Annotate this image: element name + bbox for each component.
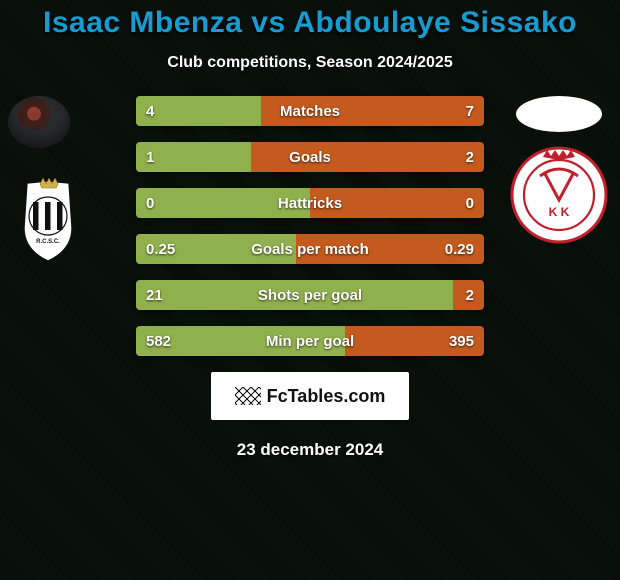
fctables-logo-text: FcTables.com xyxy=(267,386,386,407)
stat-bars: 4Matches7 1Goals2 0Hattricks0 0.25Goals per… xyxy=(136,96,484,356)
stat-value-right: 2 xyxy=(466,142,474,172)
stat-label: Shots per goal xyxy=(136,280,484,310)
player1-club-badge: R.C.S.C. xyxy=(18,178,78,264)
stat-row: 21Shots per goal2 xyxy=(136,280,484,310)
subtitle: Club competitions, Season 2024/2025 xyxy=(0,54,620,72)
fctables-logo: FcTables.com xyxy=(211,372,409,420)
stat-row: 4Matches7 xyxy=(136,96,484,126)
stat-value-right: 7 xyxy=(466,96,474,126)
stat-row: 0.25Goals per match0.29 xyxy=(136,234,484,264)
player2-name: Abdoulaye Sissako xyxy=(293,6,577,39)
stat-label: Matches xyxy=(136,96,484,126)
stat-row: 1Goals2 xyxy=(136,142,484,172)
player1-name: Isaac Mbenza xyxy=(43,6,242,39)
player2-avatar-placeholder xyxy=(516,96,602,132)
page-title: Isaac Mbenza vs Abdoulaye Sissako xyxy=(0,0,620,40)
date-text: 23 december 2024 xyxy=(0,440,620,460)
stat-row: 0Hattricks0 xyxy=(136,188,484,218)
vs-text: vs xyxy=(242,6,293,39)
player2-club-badge: K K xyxy=(510,146,608,244)
stat-row: 582Min per goal395 xyxy=(136,326,484,356)
stat-label: Goals per match xyxy=(136,234,484,264)
stat-label: Min per goal xyxy=(136,326,484,356)
fctables-logo-icon xyxy=(235,387,261,405)
stat-label: Goals xyxy=(136,142,484,172)
player1-avatar xyxy=(8,96,70,148)
svg-text:R.C.S.C.: R.C.S.C. xyxy=(36,239,60,245)
svg-text:K K: K K xyxy=(549,205,570,219)
stat-value-right: 0.29 xyxy=(445,234,474,264)
comparison-content: R.C.S.C. K K 4Matches71Goals20Hattricks0… xyxy=(0,96,620,460)
stat-value-right: 0 xyxy=(466,188,474,218)
stat-value-right: 2 xyxy=(466,280,474,310)
stat-label: Hattricks xyxy=(136,188,484,218)
stat-value-right: 395 xyxy=(449,326,474,356)
